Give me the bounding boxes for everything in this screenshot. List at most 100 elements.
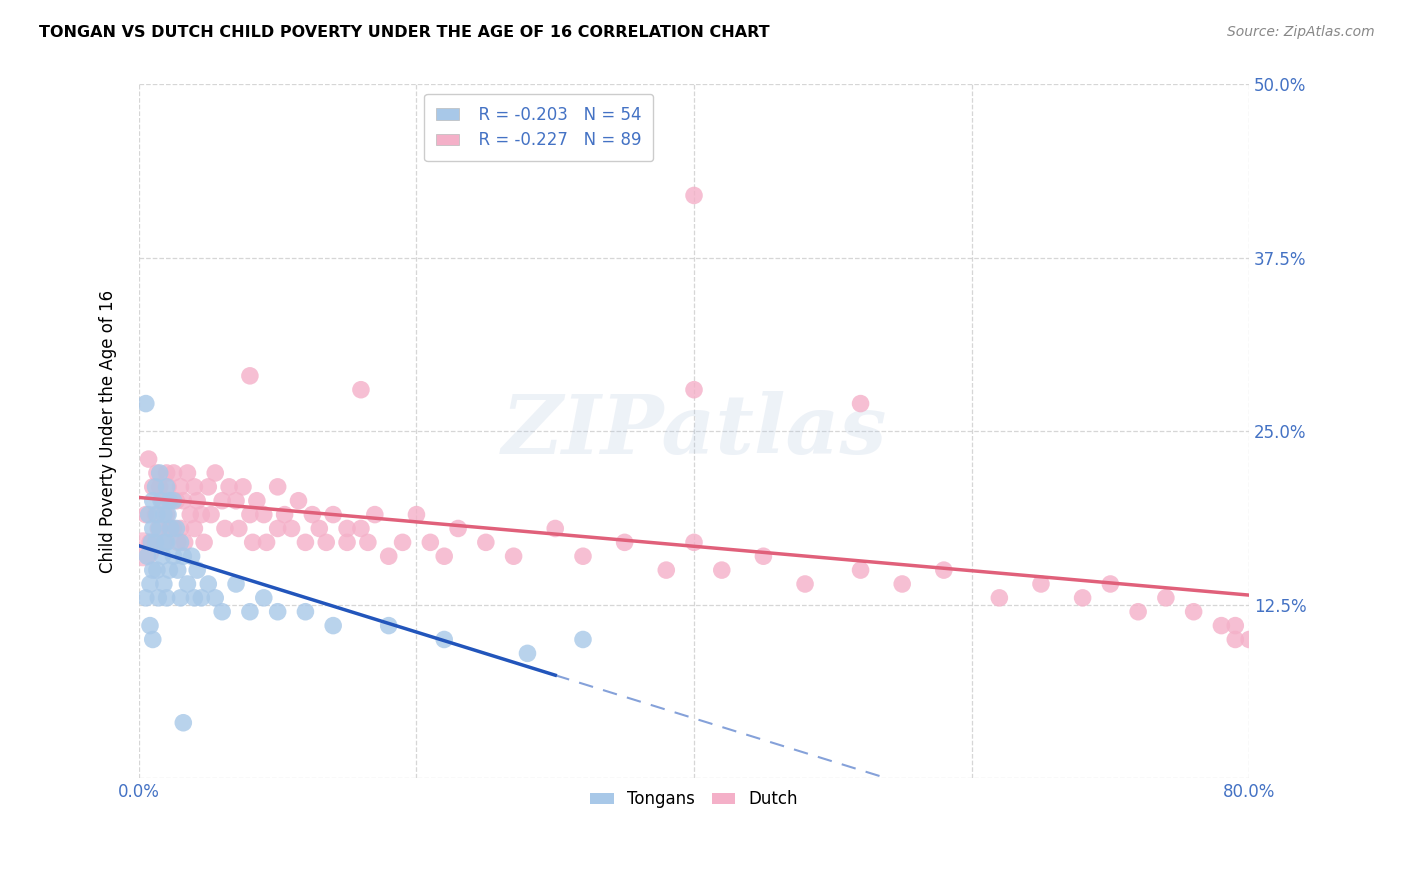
Point xyxy=(273,508,295,522)
Point xyxy=(516,646,538,660)
Point xyxy=(169,535,191,549)
Point xyxy=(204,591,226,605)
Point xyxy=(150,493,173,508)
Point xyxy=(294,535,316,549)
Point xyxy=(266,521,288,535)
Point xyxy=(157,493,180,508)
Point xyxy=(301,508,323,522)
Point xyxy=(145,480,167,494)
Point xyxy=(572,632,595,647)
Point xyxy=(190,508,212,522)
Point xyxy=(148,521,170,535)
Point xyxy=(266,480,288,494)
Point xyxy=(280,521,302,535)
Point xyxy=(228,521,250,535)
Point xyxy=(159,493,181,508)
Point xyxy=(169,480,191,494)
Point xyxy=(502,549,524,564)
Point xyxy=(683,535,706,549)
Point xyxy=(891,577,914,591)
Point xyxy=(145,535,167,549)
Point xyxy=(190,591,212,605)
Point xyxy=(242,535,264,549)
Point xyxy=(156,535,179,549)
Point xyxy=(357,535,380,549)
Point xyxy=(200,508,222,522)
Point xyxy=(253,591,276,605)
Point xyxy=(169,521,191,535)
Legend: Tongans, Dutch: Tongans, Dutch xyxy=(583,784,804,815)
Point xyxy=(162,466,184,480)
Point xyxy=(145,508,167,522)
Point xyxy=(153,577,176,591)
Point xyxy=(433,549,456,564)
Point xyxy=(180,549,202,564)
Point xyxy=(156,466,179,480)
Point xyxy=(135,396,157,410)
Point xyxy=(179,508,201,522)
Point xyxy=(166,535,188,549)
Point xyxy=(1071,591,1094,605)
Point xyxy=(364,508,387,522)
Point xyxy=(988,591,1011,605)
Point xyxy=(139,577,162,591)
Point xyxy=(132,542,155,557)
Point xyxy=(173,535,195,549)
Point xyxy=(294,605,316,619)
Point xyxy=(156,480,179,494)
Point xyxy=(165,493,187,508)
Point xyxy=(146,466,169,480)
Point xyxy=(186,493,208,508)
Point xyxy=(176,466,198,480)
Point xyxy=(183,591,205,605)
Point xyxy=(156,591,179,605)
Point xyxy=(1099,577,1122,591)
Point xyxy=(287,493,309,508)
Point xyxy=(186,563,208,577)
Point xyxy=(172,715,194,730)
Point xyxy=(239,605,262,619)
Point xyxy=(156,508,179,522)
Point xyxy=(197,480,219,494)
Point xyxy=(225,493,247,508)
Point xyxy=(204,466,226,480)
Point xyxy=(1225,618,1247,632)
Point xyxy=(135,508,157,522)
Point xyxy=(447,521,470,535)
Point xyxy=(322,618,344,632)
Point xyxy=(544,521,567,535)
Point xyxy=(197,577,219,591)
Point xyxy=(211,493,233,508)
Point xyxy=(1029,577,1052,591)
Point xyxy=(710,563,733,577)
Point xyxy=(336,521,359,535)
Point xyxy=(932,563,955,577)
Point xyxy=(214,521,236,535)
Point xyxy=(165,521,187,535)
Point xyxy=(1225,632,1247,647)
Point xyxy=(159,521,181,535)
Point xyxy=(419,535,441,549)
Point xyxy=(157,563,180,577)
Point xyxy=(148,591,170,605)
Point xyxy=(266,605,288,619)
Point xyxy=(433,632,456,647)
Point xyxy=(683,383,706,397)
Point xyxy=(136,549,159,564)
Point xyxy=(322,508,344,522)
Point xyxy=(153,535,176,549)
Point xyxy=(225,577,247,591)
Point xyxy=(1211,618,1233,632)
Point xyxy=(142,632,165,647)
Point xyxy=(308,521,330,535)
Point xyxy=(162,493,184,508)
Point xyxy=(157,521,180,535)
Point xyxy=(475,535,498,549)
Point xyxy=(315,535,337,549)
Point xyxy=(157,508,180,522)
Point xyxy=(253,508,276,522)
Point xyxy=(153,508,176,522)
Point xyxy=(139,618,162,632)
Point xyxy=(149,521,172,535)
Point xyxy=(683,188,706,202)
